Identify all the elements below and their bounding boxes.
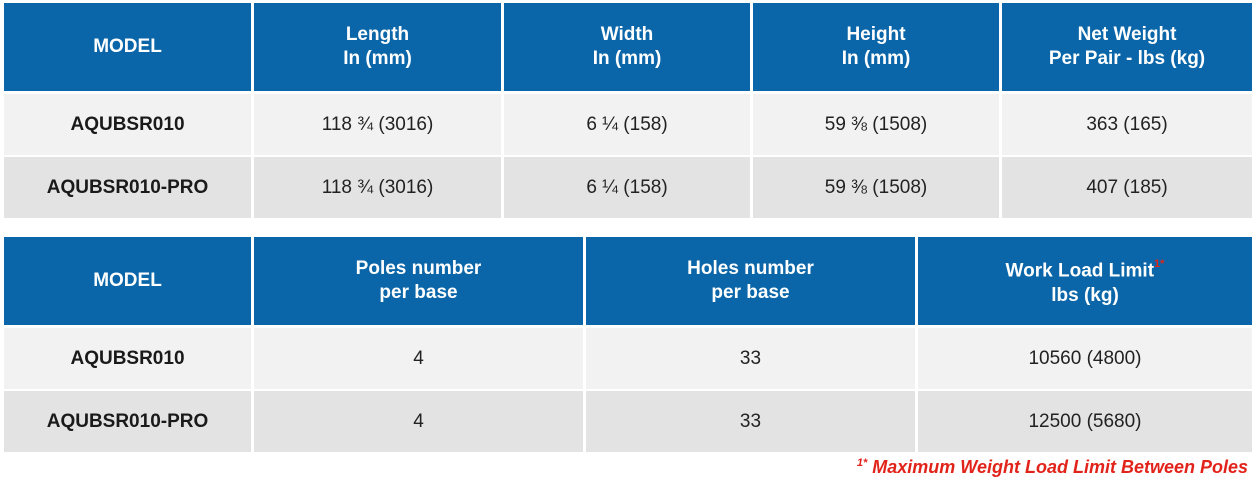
table-row: AQUBSR010-PRO 4 33 12500 (5680) (4, 391, 1252, 452)
holes-cell: 33 (586, 391, 918, 452)
length-cell: 118 ¾ (3016) (254, 157, 504, 218)
net-weight-cell: 407 (185) (1002, 157, 1252, 218)
poles-cell: 4 (254, 391, 586, 452)
header-poles-number: Poles number per base (254, 237, 586, 328)
work-load-limit-cell: 10560 (4800) (918, 328, 1252, 391)
dimensions-table: MODEL Length In (mm) Width In (mm) Height I… (4, 3, 1252, 218)
height-cell: 59 ⅜ (1508) (753, 94, 1002, 157)
width-cell: 6 ¼ (158) (504, 157, 753, 218)
table-header-row: MODEL Poles number per base Holes number p… (4, 237, 1252, 328)
length-cell: 118 ¾ (3016) (254, 94, 504, 157)
table-row: AQUBSR010 4 33 10560 (4800) (4, 328, 1252, 391)
model-cell: AQUBSR010 (4, 328, 254, 391)
header-work-load-limit: Work Load Limit1* lbs (kg) (918, 237, 1252, 328)
header-model: MODEL (4, 237, 254, 328)
load-limit-table: MODEL Poles number per base Holes number p… (4, 237, 1252, 452)
header-net-weight: Net Weight Per Pair - lbs (kg) (1002, 3, 1252, 94)
model-cell: AQUBSR010-PRO (4, 391, 254, 452)
table-header-row: MODEL Length In (mm) Width In (mm) Height I… (4, 3, 1252, 94)
width-cell: 6 ¼ (158) (504, 94, 753, 157)
work-load-limit-cell: 12500 (5680) (918, 391, 1252, 452)
footnote-reference: 1* (1154, 258, 1165, 271)
footnote: 1* Maximum Weight Load Limit Between Pol… (857, 457, 1248, 478)
footnote-text: Maximum Weight Load Limit Between Poles (872, 457, 1248, 477)
table-row: AQUBSR010 118 ¾ (3016) 6 ¼ (158) 59 ⅜ (1… (4, 94, 1252, 157)
header-length: Length In (mm) (254, 3, 504, 94)
header-holes-number: Holes number per base (586, 237, 918, 328)
model-cell: AQUBSR010 (4, 94, 254, 157)
poles-cell: 4 (254, 328, 586, 391)
model-cell: AQUBSR010-PRO (4, 157, 254, 218)
table-row: AQUBSR010-PRO 118 ¾ (3016) 6 ¼ (158) 59 … (4, 157, 1252, 218)
holes-cell: 33 (586, 328, 918, 391)
height-cell: 59 ⅜ (1508) (753, 157, 1002, 218)
header-height: Height In (mm) (753, 3, 1002, 94)
footnote-marker: 1* (856, 457, 868, 469)
header-width: Width In (mm) (504, 3, 753, 94)
net-weight-cell: 363 (165) (1002, 94, 1252, 157)
header-model: MODEL (4, 3, 254, 94)
